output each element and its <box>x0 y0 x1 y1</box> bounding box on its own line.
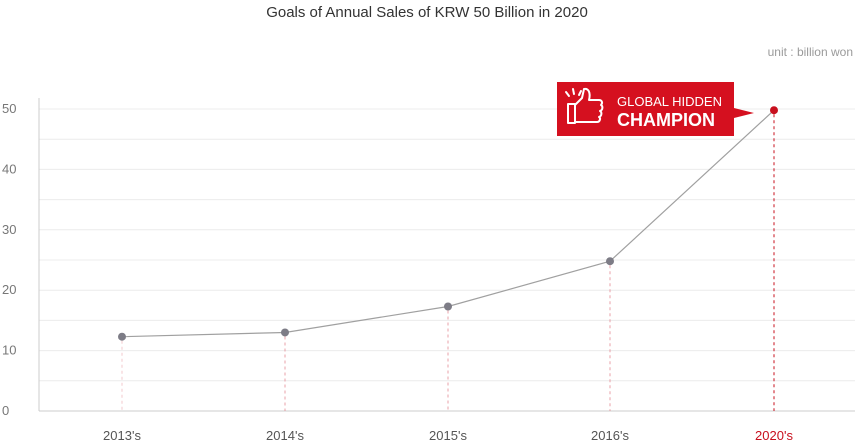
data-point <box>606 257 614 266</box>
y-tick-label: 30 <box>2 222 16 237</box>
chart-title: Goals of Annual Sales of KRW 50 Billion … <box>266 4 588 21</box>
data-point <box>281 328 289 337</box>
x-tick-labels: 2013's 2014's 2015's 2016's 2020's <box>103 428 793 442</box>
data-points <box>118 106 778 341</box>
y-tick-label: 0 <box>2 403 9 418</box>
data-point <box>770 106 778 115</box>
callout-line1: GLOBAL HIDDEN <box>617 94 722 109</box>
x-tick-label: 2013's <box>103 428 141 442</box>
axes <box>38 98 855 412</box>
drop-guides <box>121 114 775 411</box>
thumbs-up-icon <box>565 87 604 124</box>
x-tick-label: 2016's <box>591 428 629 442</box>
callout-box <box>557 82 754 136</box>
data-point <box>118 332 126 341</box>
x-tick-label: 2014's <box>266 428 304 442</box>
y-tick-label: 10 <box>2 343 16 358</box>
unit-label: unit : billion won <box>768 45 853 59</box>
champion-callout: GLOBAL HIDDEN CHAMPION <box>557 82 754 136</box>
y-tick-label: 50 <box>2 101 16 116</box>
x-tick-label: 2015's <box>429 428 467 442</box>
x-tick-label: 2020's <box>755 428 793 442</box>
data-point <box>444 302 452 311</box>
y-tick-label: 20 <box>2 282 16 297</box>
grid-lines <box>39 108 855 382</box>
callout-line2: CHAMPION <box>617 110 715 130</box>
y-tick-label: 40 <box>2 161 16 176</box>
y-tick-labels: 0 10 20 30 40 50 <box>2 101 16 418</box>
